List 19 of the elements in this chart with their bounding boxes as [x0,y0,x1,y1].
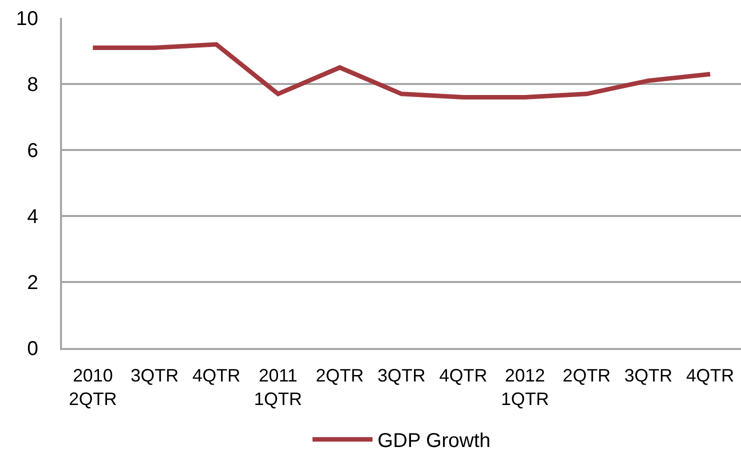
y-tick-label: 6 [27,140,38,162]
y-tick-label: 4 [27,206,38,228]
x-tick-label: 2QTR [562,365,611,386]
x-tick-label: 2QTR [316,365,364,386]
x-tick-label: 2011 1QTR [254,365,302,409]
line-series [90,42,712,100]
y-tick-label: 0 [27,338,38,360]
y-tick-label: 8 [27,74,38,96]
y-tick-label: 10 [16,8,38,30]
x-tick-label: 3QTR [624,365,672,386]
x-tick-label: 3QTR [130,365,179,386]
x-tick-label: 2010 2QTR [68,365,117,409]
x-tick-label: 4QTR [439,365,488,386]
y-tick-label: 2 [27,272,38,294]
legend-label: GDP Growth [378,430,490,452]
x-tick-label: 2012 1QTR [500,365,549,409]
x-tick-label: 4QTR [686,365,734,386]
x-tick-label: 4QTR [192,365,240,386]
x-tick-label: 3QTR [377,365,426,386]
